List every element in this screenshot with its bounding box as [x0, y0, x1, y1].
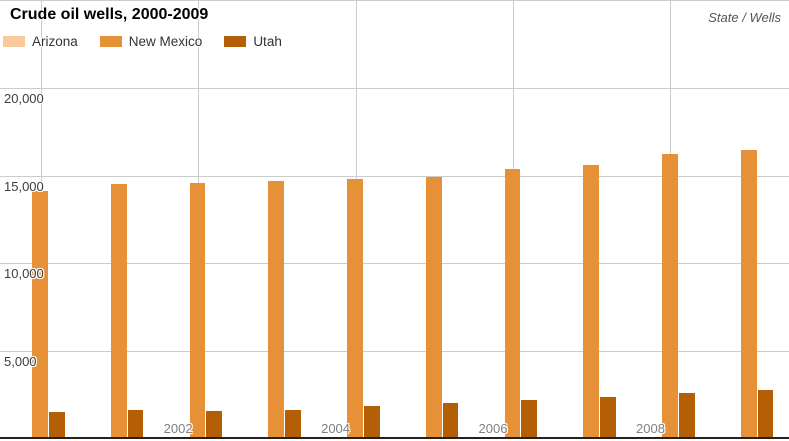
bar-new-mexico-2008 [662, 153, 678, 439]
y-axis-tick-label: 5,000 [4, 354, 37, 370]
y-gridline [0, 88, 789, 90]
bar-new-mexico-2004 [347, 179, 363, 439]
legend-label: Arizona [32, 34, 78, 49]
bar-new-mexico-2001 [111, 183, 127, 439]
bar-new-mexico-2002 [189, 182, 206, 439]
y-gridline [0, 351, 789, 353]
bar-utah-2009 [757, 390, 774, 439]
y-axis-tick-label: 20,000 [4, 91, 44, 107]
axis-units-label: State / Wells [708, 10, 781, 25]
x-axis-tick-label: 2006 [478, 421, 508, 436]
bar-utah-2000 [49, 411, 65, 439]
bar-utah-2002 [206, 410, 223, 439]
legend-swatch-icon [224, 36, 247, 47]
bar-utah-2003 [285, 409, 301, 439]
bar-new-mexico-2006 [504, 168, 521, 439]
y-axis-tick-label: 10,000 [4, 266, 44, 282]
y-gridline [0, 175, 789, 177]
chart-title: Crude oil wells, 2000-2009 [10, 6, 209, 23]
bar-utah-2006 [521, 400, 538, 439]
legend-item-arizona: Arizona [3, 34, 78, 49]
bar-utah-2004 [363, 406, 380, 439]
bar-utah-2005 [442, 402, 459, 439]
y-gridline [0, 0, 789, 2]
bar-utah-2008 [678, 393, 695, 439]
legend-label: Utah [253, 34, 282, 49]
bar-new-mexico-2009 [740, 150, 757, 439]
bar-new-mexico-2007 [583, 165, 600, 439]
legend: Arizona New Mexico Utah [3, 34, 304, 49]
bar-new-mexico-2005 [425, 177, 442, 439]
bar-new-mexico-2000 [32, 191, 48, 439]
legend-swatch-icon [99, 36, 122, 47]
legend-swatch-icon [3, 36, 25, 47]
legend-item-new-mexico: New Mexico [99, 34, 203, 49]
bar-new-mexico-2003 [268, 180, 285, 439]
y-axis-tick-label: 15,000 [4, 178, 44, 194]
x-axis-tick-label: 2008 [636, 421, 665, 436]
legend-label: New Mexico [128, 34, 203, 49]
bar-utah-2007 [600, 397, 616, 439]
y-gridline [0, 263, 789, 265]
x-axis-line [0, 437, 789, 439]
bar-utah-2001 [127, 409, 144, 439]
x-axis-tick-label: 2004 [321, 421, 351, 436]
x-axis-tick-label: 2002 [163, 421, 193, 436]
legend-item-utah: Utah [224, 34, 282, 49]
